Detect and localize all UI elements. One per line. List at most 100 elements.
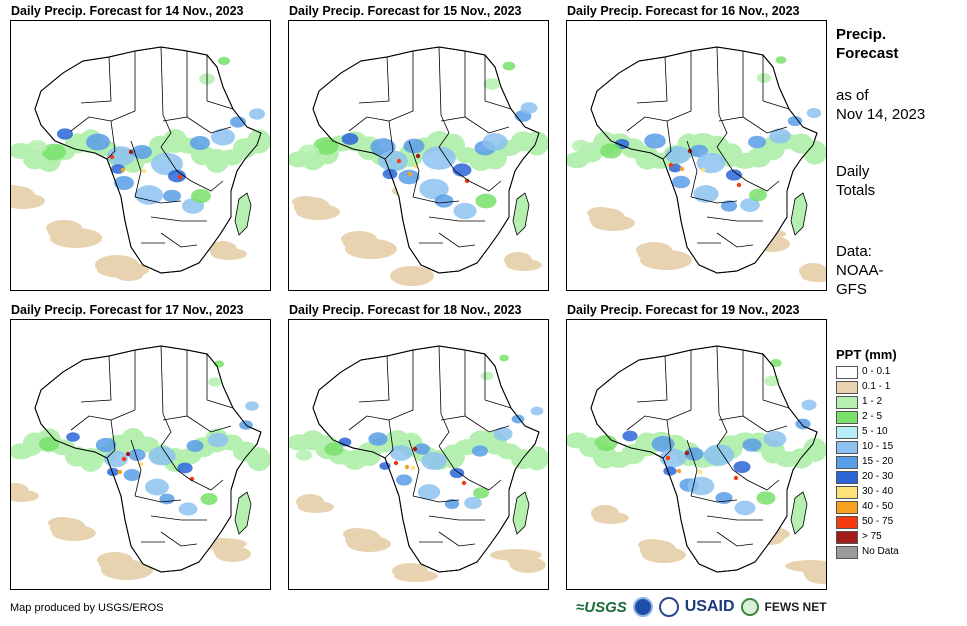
asof-line: as of — [836, 87, 869, 104]
coastline — [312, 345, 540, 573]
country-border — [186, 415, 232, 433]
extreme-rain-spot — [404, 464, 410, 470]
noaa-logo-icon — [632, 597, 653, 617]
coastline — [590, 345, 818, 573]
country-border — [716, 345, 720, 415]
light-rain-area — [510, 557, 546, 573]
country-border — [468, 479, 502, 491]
heavy-rain-area — [749, 188, 767, 202]
country-border — [388, 350, 414, 421]
heavy-rain-area — [473, 487, 489, 499]
extreme-rain-spot — [177, 174, 183, 180]
country-border — [160, 114, 172, 148]
heavy-rain-area — [651, 436, 675, 452]
country-border — [412, 495, 460, 503]
heavy-rain-area — [690, 144, 708, 158]
heavy-rain-area — [191, 189, 211, 203]
heavy-rain-area — [177, 462, 193, 474]
legend-item: > 75 — [836, 530, 926, 545]
extreme-rain-spot — [415, 153, 421, 159]
country-border — [438, 413, 450, 447]
legend-swatch — [836, 426, 858, 439]
extreme-rain-spot — [121, 456, 127, 462]
legend-swatch — [836, 501, 858, 514]
light-rain-area — [345, 239, 397, 259]
heavy-rain-area — [66, 432, 80, 442]
legend-label: 0.1 - 1 — [862, 381, 891, 392]
extreme-rain-spot — [679, 166, 685, 172]
heavy-rain-area — [23, 444, 41, 456]
panel-title-5: Daily Precip. Forecast for 18 Nov., 2023 — [289, 303, 522, 317]
heavy-rain-area — [725, 169, 743, 181]
heavy-rain-area — [378, 150, 408, 172]
country-border — [388, 51, 414, 122]
country-border — [716, 114, 728, 148]
heavy-rain-area — [672, 175, 690, 189]
heavy-rain-area — [114, 176, 134, 190]
country-border — [716, 445, 748, 481]
legend-label: 2 - 5 — [862, 411, 883, 422]
heavy-rain-area — [178, 502, 198, 516]
heavy-rain-area — [663, 466, 677, 476]
heavy-rain-area — [756, 72, 772, 84]
heavy-rain-area — [163, 189, 181, 203]
madagascar — [234, 491, 252, 535]
panel-title-1: Daily Precip. Forecast for 14 Nov., 2023 — [11, 4, 244, 18]
doi-seal-icon — [658, 597, 679, 617]
heavy-rain-area — [742, 438, 762, 452]
heavy-rain-area — [806, 107, 822, 119]
extreme-rain-spot — [676, 468, 682, 474]
light-rain-area — [805, 568, 826, 584]
country-border — [438, 531, 476, 547]
legend-item: 0 - 0.1 — [836, 365, 926, 380]
extreme-rain-spot — [736, 182, 742, 188]
country-border — [160, 445, 192, 481]
heavy-rain-area — [218, 56, 230, 66]
africa-precip-map — [567, 46, 826, 282]
legend-item: 1 - 2 — [836, 395, 926, 410]
extreme-rain-spot — [109, 154, 115, 160]
country-border — [690, 495, 738, 503]
country-border — [358, 355, 390, 403]
country-borders — [626, 46, 790, 248]
forecast-map-3 — [566, 20, 827, 291]
legend-label: 30 - 40 — [862, 486, 894, 497]
legend-label: No Data — [862, 546, 899, 557]
heavy-rain-area — [211, 128, 235, 146]
heavy-rain-area — [419, 178, 449, 200]
legend-swatch — [836, 516, 858, 529]
country-border — [666, 51, 692, 122]
country-border — [484, 399, 512, 409]
africa-precip-map — [289, 46, 548, 286]
extreme-rain-spot — [412, 446, 418, 452]
country-border — [412, 196, 460, 204]
data-line: GFS — [836, 281, 867, 298]
country-border — [150, 515, 207, 521]
heavy-rain-area — [600, 143, 622, 159]
light-rain-area — [591, 215, 635, 231]
light-rain-area — [394, 570, 438, 582]
heavy-rain-area — [452, 163, 472, 177]
heavy-rain-area — [795, 418, 811, 430]
africa-precip-map — [11, 46, 270, 281]
heavy-rain-area — [475, 193, 497, 209]
heavy-rain-area — [368, 432, 388, 446]
heavy-rain-area — [453, 202, 477, 220]
heavy-rain-area — [444, 498, 460, 510]
country-border — [636, 56, 668, 104]
extreme-rain-spot — [120, 167, 126, 173]
asof-date: Nov 14, 2023 — [836, 106, 926, 123]
country-border — [160, 413, 172, 447]
usaid-logo: USAID — [684, 598, 735, 615]
heavy-rain-area — [148, 446, 176, 466]
heading-line: Forecast — [836, 45, 899, 62]
country-border — [150, 216, 207, 222]
light-rain-area — [115, 269, 143, 281]
country-border — [160, 146, 192, 182]
country-border — [384, 419, 394, 459]
legend-item: 10 - 15 — [836, 440, 926, 455]
country-border — [160, 531, 198, 547]
country-border — [190, 180, 224, 192]
heavy-rain-area — [665, 146, 691, 164]
heavy-rain-area — [159, 493, 175, 505]
